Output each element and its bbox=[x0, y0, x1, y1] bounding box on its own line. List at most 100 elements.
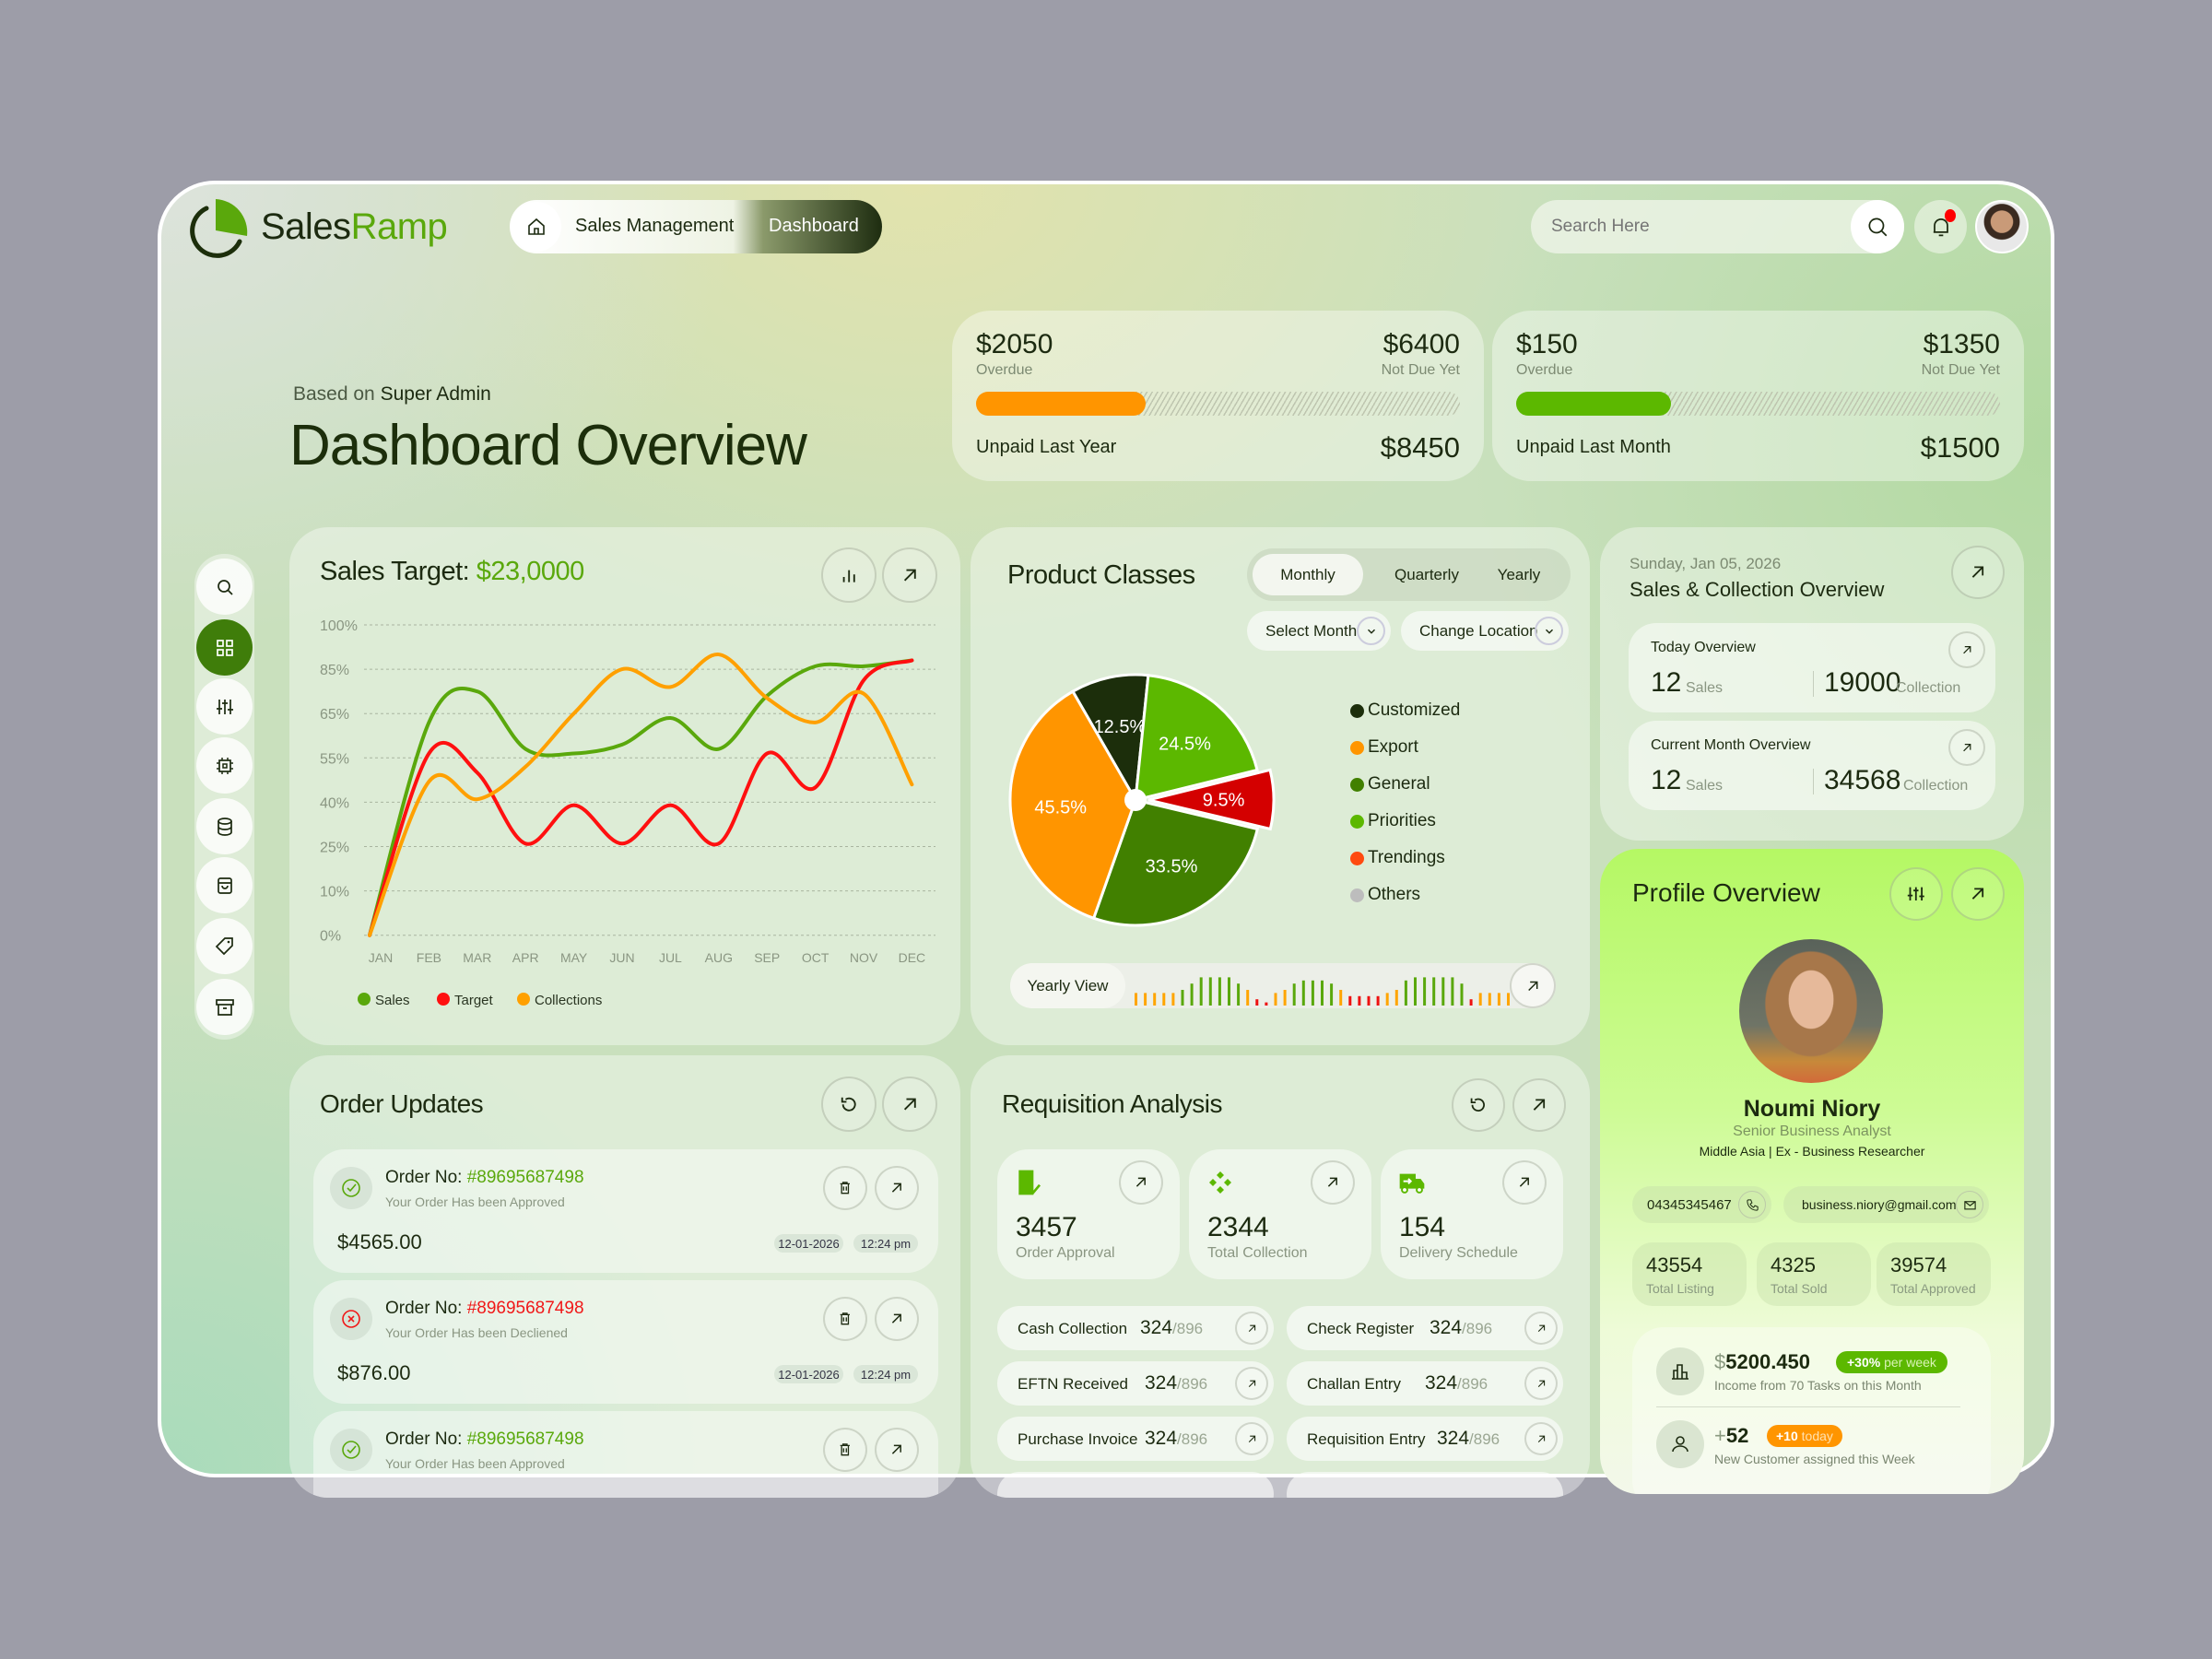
requisition-item-total: /896 bbox=[1457, 1375, 1488, 1393]
requisition-expand-button[interactable] bbox=[1512, 1078, 1566, 1132]
customer-badge: +10 today bbox=[1767, 1425, 1842, 1447]
breadcrumb-dashboard[interactable]: Dashboard bbox=[769, 216, 859, 236]
email-pill[interactable]: business.niory@gmail.com bbox=[1783, 1186, 1989, 1223]
logo[interactable] bbox=[186, 195, 251, 260]
sidebar-item-database[interactable] bbox=[196, 798, 253, 854]
requisition-stat-expand-button[interactable] bbox=[1311, 1160, 1355, 1205]
order-row[interactable]: Order No: #89695687498 Your Order Has bee… bbox=[313, 1149, 938, 1273]
sidebar-item-chip[interactable] bbox=[196, 737, 253, 794]
requisition-item[interactable]: Requisition Entry 324/896 bbox=[1287, 1417, 1563, 1461]
requisition-item[interactable]: Purchase Invoice 324/896 bbox=[997, 1417, 1274, 1461]
series-line-target bbox=[368, 658, 914, 937]
refresh-button[interactable] bbox=[821, 1077, 877, 1132]
pie-slice-general[interactable] bbox=[1091, 798, 1260, 927]
box-divider bbox=[1813, 769, 1814, 794]
order-number-value[interactable]: #89695687498 bbox=[466, 1430, 584, 1449]
pie-slice-customized[interactable] bbox=[1070, 673, 1150, 805]
phone-pill[interactable]: 04345345467 bbox=[1632, 1186, 1771, 1223]
order-updates-expand-button[interactable] bbox=[882, 1077, 937, 1132]
sales-collection-expand-button[interactable] bbox=[1951, 546, 2005, 599]
sidebar-item-tag[interactable] bbox=[196, 918, 253, 974]
order-row[interactable]: Order No: #89695687498 Your Order Has bee… bbox=[313, 1280, 938, 1404]
profile-settings-button[interactable] bbox=[1889, 867, 1943, 921]
pie-slice-label: 24.5% bbox=[1159, 734, 1211, 754]
requisition-item[interactable]: Challan Entry 324/896 bbox=[1287, 1361, 1563, 1406]
requisition-item-open-button[interactable] bbox=[1235, 1367, 1268, 1400]
search-button[interactable] bbox=[1851, 200, 1904, 253]
requisition-stat-expand-button[interactable] bbox=[1119, 1160, 1163, 1205]
requisition-item[interactable] bbox=[1287, 1472, 1563, 1498]
home-button[interactable] bbox=[512, 202, 561, 252]
requisition-item-open-button[interactable] bbox=[1524, 1312, 1558, 1345]
yearly-bar bbox=[1274, 993, 1277, 1006]
sales-count: 12 bbox=[1651, 667, 1682, 698]
bar-chart-button[interactable] bbox=[821, 547, 877, 603]
requisition-stat-expand-button[interactable] bbox=[1502, 1160, 1547, 1205]
requisition-item[interactable]: Check Register 324/896 bbox=[1287, 1306, 1563, 1350]
breadcrumb-sales-management[interactable]: Sales Management bbox=[575, 216, 735, 236]
delete-order-button[interactable] bbox=[823, 1428, 867, 1472]
arrow-up-right-icon bbox=[1520, 1177, 1530, 1187]
customer-count: +52 bbox=[1714, 1424, 1748, 1448]
yearly-bar bbox=[1265, 1002, 1268, 1006]
requisition-item[interactable]: Cash Collection 324/896 bbox=[997, 1306, 1274, 1350]
requisition-item[interactable] bbox=[997, 1472, 1274, 1498]
select-month-dropdown[interactable]: Select Month bbox=[1247, 611, 1391, 651]
yearly-view-button[interactable]: Yearly View bbox=[1010, 963, 1125, 1008]
sidebar-item-bag[interactable] bbox=[196, 857, 253, 913]
pie-slice-trendings[interactable] bbox=[1147, 768, 1276, 831]
arrow-up-right-icon bbox=[1537, 1324, 1545, 1332]
phone-icon[interactable] bbox=[1738, 1191, 1766, 1218]
order-number-value[interactable]: #89695687498 bbox=[466, 1299, 584, 1318]
sidebar-item-sliders[interactable] bbox=[196, 678, 253, 735]
open-order-button[interactable] bbox=[875, 1297, 919, 1341]
profile-stat-label: Total Approved bbox=[1890, 1281, 1976, 1296]
customer-value: 52 bbox=[1725, 1424, 1749, 1447]
requisition-refresh-button[interactable] bbox=[1452, 1078, 1505, 1132]
search-input[interactable] bbox=[1551, 213, 1828, 241]
sidebar-item-search[interactable] bbox=[196, 559, 253, 615]
pie-slice-label: 12.5% bbox=[1094, 717, 1147, 737]
box-divider bbox=[1813, 671, 1814, 697]
overdue-progress-bar bbox=[1516, 392, 2000, 416]
delete-order-button[interactable] bbox=[823, 1297, 867, 1341]
requisition-item-open-button[interactable] bbox=[1524, 1422, 1558, 1455]
open-order-button[interactable] bbox=[875, 1166, 919, 1210]
delete-order-button[interactable] bbox=[823, 1166, 867, 1210]
tab-yearly[interactable]: Yearly bbox=[1497, 566, 1541, 583]
requisition-item-label: Check Register bbox=[1307, 1320, 1415, 1337]
overview-box-expand-button[interactable] bbox=[1948, 631, 1985, 668]
requisition-item-open-button[interactable] bbox=[1235, 1422, 1268, 1455]
overview-box-expand-button[interactable] bbox=[1948, 729, 1985, 766]
order-row[interactable]: Order No: #89695687498 Your Order Has bee… bbox=[313, 1411, 938, 1498]
arrow-up-right-icon bbox=[1537, 1380, 1545, 1387]
sidebar-item-grid[interactable] bbox=[196, 619, 253, 676]
user-avatar[interactable] bbox=[1975, 200, 2029, 253]
yearly-view-expand-button[interactable] bbox=[1510, 963, 1556, 1008]
requisition-item[interactable]: EFTN Received 324/896 bbox=[997, 1361, 1274, 1406]
search-bar[interactable] bbox=[1531, 200, 1904, 253]
pie-slice-priorities[interactable] bbox=[1134, 674, 1259, 802]
legend-label: Others bbox=[1368, 885, 1421, 904]
yearly-bar bbox=[1237, 983, 1241, 1006]
requisition-card: Requisition Analysis 3457 Order Approval 2… bbox=[971, 1055, 1590, 1498]
open-order-button[interactable] bbox=[875, 1428, 919, 1472]
y-tick-label: 10% bbox=[320, 885, 349, 900]
profile-expand-button[interactable] bbox=[1951, 867, 2005, 921]
tab-quarterly[interactable]: Quarterly bbox=[1394, 566, 1459, 583]
sidebar-item-archive[interactable] bbox=[196, 979, 253, 1035]
tab-monthly[interactable]: Monthly bbox=[1253, 554, 1363, 595]
expand-button[interactable] bbox=[882, 547, 937, 603]
requisition-item-open-button[interactable] bbox=[1235, 1312, 1268, 1345]
requisition-item-open-button[interactable] bbox=[1524, 1367, 1558, 1400]
chip-icon bbox=[214, 755, 236, 777]
customer-prefix: + bbox=[1714, 1424, 1726, 1447]
logo-icon bbox=[190, 199, 248, 258]
change-location-dropdown[interactable]: Change Location bbox=[1401, 611, 1569, 651]
x-tick-label: APR bbox=[512, 950, 539, 965]
pie-slice-export[interactable] bbox=[1008, 689, 1137, 921]
income-amount: 5200.450 bbox=[1725, 1350, 1811, 1373]
order-number-value[interactable]: #89695687498 bbox=[466, 1168, 584, 1187]
mail-icon[interactable] bbox=[1956, 1191, 1983, 1218]
notifications-button[interactable] bbox=[1914, 200, 1967, 253]
